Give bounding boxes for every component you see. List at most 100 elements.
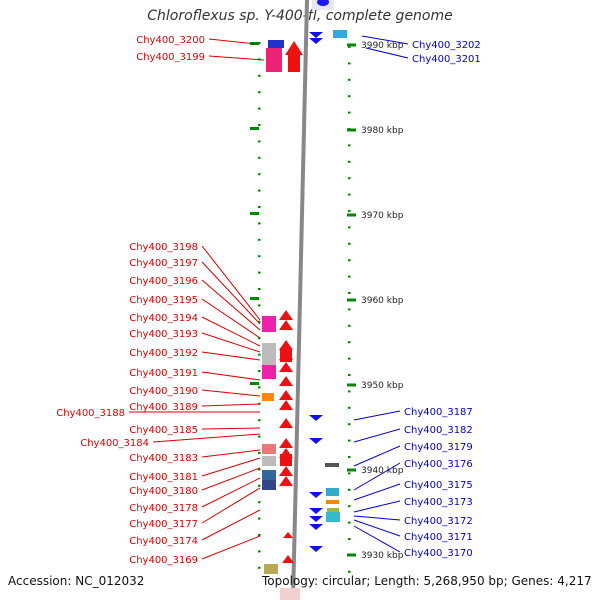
- right-scale-dash: [348, 259, 351, 262]
- right-scale-dash: [348, 78, 351, 81]
- left-scale-dash: [258, 320, 261, 323]
- right-scale-dash: [348, 538, 351, 540]
- right-gene-label-leader: [353, 525, 401, 553]
- left-scale-dash: [258, 452, 261, 454]
- right-gene-label: Chy400_3171: [404, 532, 473, 543]
- left-gene-label: Chy400_3193: [129, 329, 198, 340]
- left-gene-label: Chy400_3174: [129, 536, 198, 547]
- forward-gene-arrow: [279, 310, 293, 320]
- forward-gene-arrow: [279, 400, 293, 410]
- reverse-gene-arrow: [309, 516, 323, 522]
- left-major-tick: [250, 127, 259, 130]
- left-scale-dash: [258, 206, 261, 208]
- left-gene-label: Chy400_3192: [129, 348, 198, 359]
- forward-gene-arrow: [283, 532, 293, 538]
- left-scale-dash: [258, 550, 261, 553]
- left-scale-dash: [258, 271, 261, 274]
- right-gene-label: Chy400_3176: [404, 459, 473, 470]
- right-scale-dash: [348, 439, 351, 442]
- forward-gene-arrow: [279, 362, 293, 372]
- right-scale-dash: [348, 456, 351, 458]
- topology-summary: Topology: circular; Length: 5,268,950 bp…: [262, 574, 592, 588]
- left-gene-label-leader: [201, 332, 261, 353]
- left-gene-label: Chy400_3190: [129, 386, 198, 397]
- left-scale-dash: [258, 107, 261, 110]
- left-gene-label: Chy400_3196: [129, 276, 198, 287]
- forward-gene-arrow: [279, 320, 293, 330]
- reverse-gene-arrow: [309, 546, 323, 552]
- reverse-gene-arrow: [309, 524, 323, 530]
- ruler-label: 3940 kbp: [361, 466, 404, 476]
- backbone-bottom-fragment: [280, 588, 300, 600]
- left-scale-dash: [258, 337, 261, 340]
- left-scale-dash: [258, 238, 261, 241]
- reverse-gene-arrow: [309, 492, 323, 498]
- forward-gene-block: [280, 348, 292, 362]
- left-gene-label-leader: [201, 298, 261, 339]
- left-gene-label-leader: [201, 316, 261, 347]
- left-gene-label-leader: [201, 487, 261, 524]
- right-scale-dash: [348, 570, 351, 573]
- gene-feature-box: [327, 508, 339, 512]
- right-gene-label-leader: [353, 500, 401, 513]
- left-gene-label-leader: [201, 261, 261, 325]
- forward-gene-arrow: [279, 340, 293, 350]
- forward-gene-arrow: [279, 466, 293, 476]
- right-gene-label-leader: [361, 35, 409, 45]
- gene-feature-box: [262, 343, 276, 365]
- right-scale-dash: [348, 341, 351, 344]
- ruler-label: 3980 kbp: [361, 126, 404, 136]
- left-gene-label: Chy400_3200: [136, 35, 205, 46]
- ruler-label: 3990 kbp: [361, 41, 404, 51]
- left-gene-label: Chy400_3198: [129, 242, 198, 253]
- right-gene-label: Chy400_3182: [404, 425, 473, 436]
- ruler-major-tick: [347, 43, 356, 47]
- left-gene-label: Chy400_3169: [129, 555, 198, 566]
- left-gene-label-leader: [201, 279, 261, 331]
- right-scale-dash: [348, 177, 351, 180]
- left-scale-dash: [258, 124, 261, 126]
- left-gene-label: Chy400_3183: [129, 453, 198, 464]
- left-gene-label-leader: [201, 467, 261, 491]
- right-scale-dash: [348, 160, 351, 163]
- right-scale-dash: [348, 324, 351, 327]
- forward-gene-arrow: [279, 376, 293, 386]
- forward-gene-block: [280, 454, 292, 466]
- right-gene-label-leader: [353, 445, 401, 467]
- left-scale-dash: [258, 42, 261, 44]
- left-scale-dash: [258, 173, 261, 176]
- left-scale-dash: [258, 435, 261, 438]
- left-scale-dash: [258, 91, 261, 94]
- right-gene-label-leader: [353, 428, 401, 443]
- ruler-major-tick: [347, 468, 356, 472]
- left-scale-dash: [258, 468, 261, 471]
- right-scale-dash: [348, 193, 351, 196]
- forward-gene-arrow: [279, 418, 293, 428]
- left-gene-label-leader: [201, 477, 261, 508]
- left-gene-label-leader: [208, 38, 257, 45]
- reverse-gene-arrow: [309, 438, 323, 444]
- left-major-tick: [250, 297, 259, 300]
- left-gene-label-leader: [201, 371, 261, 381]
- right-scale-dash: [348, 62, 351, 65]
- left-scale-dash: [258, 419, 261, 422]
- left-gene-label-leader: [152, 433, 261, 443]
- gene-feature-box: [266, 48, 282, 72]
- left-scale-dash: [258, 501, 261, 504]
- gene-feature-box: [326, 512, 340, 522]
- right-scale-dash: [348, 292, 351, 294]
- right-scale-dash: [348, 488, 351, 491]
- ruler-label: 3970 kbp: [361, 211, 404, 221]
- ruler-label: 3960 kbp: [361, 296, 404, 306]
- ruler-major-tick: [347, 298, 356, 302]
- gene-feature-box: [268, 40, 284, 48]
- left-scale-dash: [258, 189, 261, 192]
- left-scale-dash: [258, 566, 261, 569]
- left-major-tick: [250, 212, 259, 215]
- ruler-label: 3930 kbp: [361, 551, 404, 561]
- left-gene-label-leader: [201, 245, 261, 321]
- right-scale-dash: [348, 357, 351, 360]
- right-scale-dash: [348, 226, 351, 229]
- gene-feature-box: [262, 393, 274, 401]
- map-title: Chloroflexus sp. Y-400-fl, complete geno…: [147, 8, 453, 24]
